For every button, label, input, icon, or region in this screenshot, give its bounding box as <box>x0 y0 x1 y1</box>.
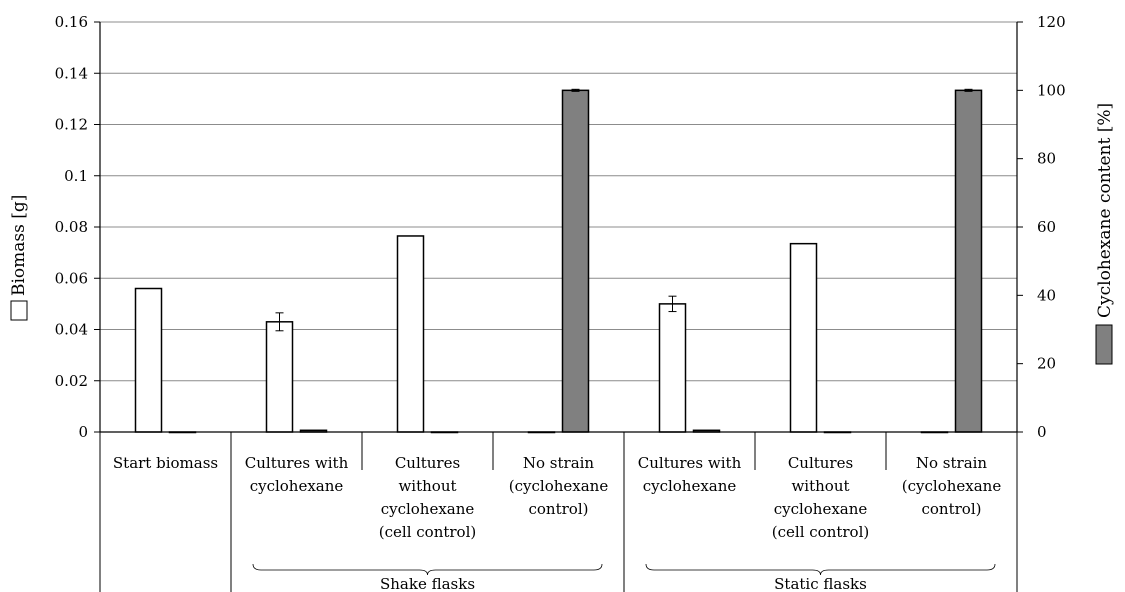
category-label: Cultures without cyclohexane (cell control) <box>379 454 476 541</box>
right-axis-title: Cyclohexane content [%] <box>1095 103 1115 318</box>
category-label: Cultures with cyclohexane <box>245 454 349 495</box>
left-tick-label: 0.08 <box>55 218 88 236</box>
right-tick-label: 40 <box>1037 286 1056 304</box>
cyclohexane-bar <box>954 89 983 433</box>
right-tick-label: 100 <box>1037 81 1066 99</box>
biomass-bar <box>134 287 163 433</box>
biomass-bar <box>789 242 818 433</box>
left-axis-title: Biomass [g] <box>9 195 29 296</box>
left-tick-label: 0.04 <box>55 321 88 339</box>
left-axis-title-group: Biomass [g] <box>9 195 29 321</box>
biomass-bar <box>265 321 294 433</box>
right-tick-label: 0 <box>1037 423 1047 441</box>
left-tick-label: 0.14 <box>55 64 88 82</box>
left-tick-label: 0.1 <box>64 167 88 185</box>
group-brace <box>645 563 996 576</box>
gridlines <box>100 21 1017 382</box>
group-label: Shake flasks <box>380 575 475 592</box>
left-tick-label: 0.12 <box>55 116 88 134</box>
right-legend-swatch <box>1095 324 1113 365</box>
left-tick-label: 0.02 <box>55 372 88 390</box>
right-tick-label: 20 <box>1037 355 1056 373</box>
category-label: Cultures without cyclohexane (cell control) <box>772 454 869 541</box>
axes <box>94 21 1023 592</box>
cyclohexane-bar <box>561 89 590 433</box>
biomass-bar <box>396 235 425 433</box>
category-label: Cultures with cyclohexane <box>638 454 742 495</box>
right-tick-label: 120 <box>1037 13 1066 31</box>
group-brace <box>252 563 603 576</box>
left-tick-label: 0.06 <box>55 269 88 287</box>
category-label: Start biomass <box>113 454 218 472</box>
left-tick-label: 0 <box>78 423 88 441</box>
biomass-bar <box>658 303 687 433</box>
group-label: Static flasks <box>774 575 867 592</box>
category-label: No strain (cyclohexane control) <box>902 454 1002 518</box>
right-tick-label: 80 <box>1037 150 1056 168</box>
labels: 0 0.02 0.04 0.06 0.08 0.1 0.12 0.14 0.16 0 20 40 60 8… <box>55 13 1066 592</box>
left-legend-swatch <box>10 300 28 321</box>
right-axis-title-group: Cyclohexane content [%] <box>1095 103 1115 365</box>
left-tick-label: 0.16 <box>55 13 88 31</box>
category-label: No strain (cyclohexane control) <box>509 454 609 518</box>
right-tick-label: 60 <box>1037 218 1056 236</box>
